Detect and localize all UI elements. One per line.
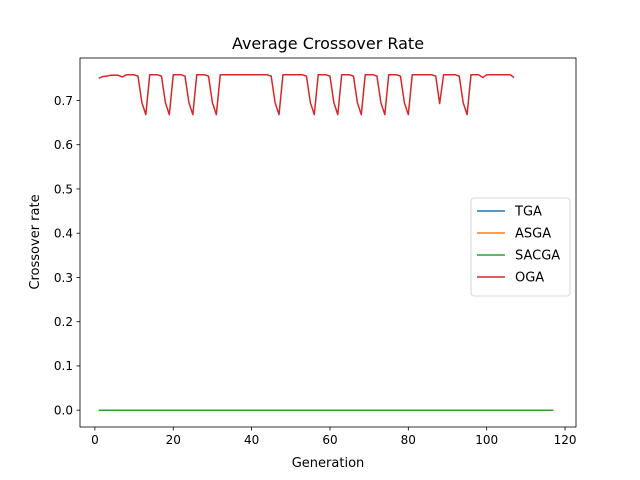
series-line-oga (98, 74, 515, 116)
y-tick-label: 0.5 (54, 182, 73, 196)
y-tick-label: 0.2 (54, 315, 73, 329)
legend-label-asga: ASGA (515, 227, 551, 242)
legend: TGA ASGA SACGA OGA (470, 197, 571, 297)
y-tick-label: 0.0 (54, 403, 73, 417)
y-tick-label: 0.1 (54, 359, 73, 373)
x-tick-label: 100 (475, 433, 498, 447)
y-axis-label: Crossover rate (28, 194, 43, 289)
legend-box (470, 197, 571, 297)
y-tick-label: 0.4 (54, 227, 73, 241)
legend-label-tga: TGA (514, 205, 542, 220)
x-tick-label: 120 (554, 433, 577, 447)
x-tick-label: 0 (91, 433, 99, 447)
x-tick-label: 60 (322, 433, 337, 447)
chart-title: Average Crossover Rate (232, 34, 424, 53)
plot-area: 0 20 40 60 80 100 120 0.0 0.1 0.2 0.3 0.4 0.5 0.6 0.7 (54, 57, 577, 447)
x-tick-label: 40 (244, 433, 259, 447)
y-tick-label: 0.7 (54, 94, 73, 108)
legend-label-oga: OGA (515, 271, 544, 286)
y-tick-label: 0.6 (54, 138, 73, 152)
legend-label-sacga: SACGA (515, 249, 560, 264)
plot-frame (79, 57, 577, 428)
y-tick-label: 0.3 (54, 271, 73, 285)
x-axis-label: Generation (292, 456, 365, 471)
x-tick-label: 80 (401, 433, 416, 447)
x-tick-label: 20 (166, 433, 181, 447)
